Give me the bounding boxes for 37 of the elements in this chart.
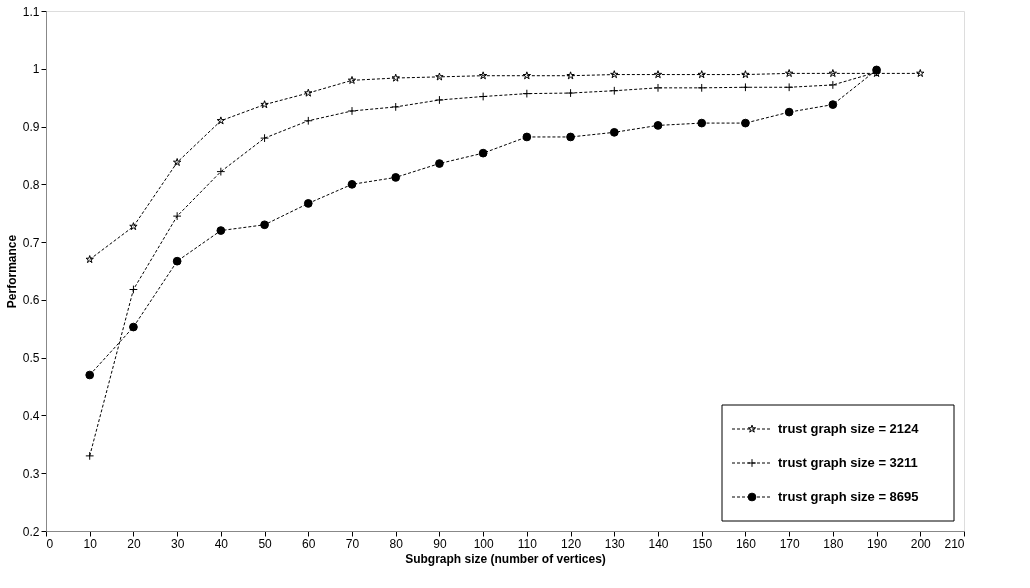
x-tick-label: 40 [214,536,229,551]
x-tick-label: 110 [517,536,538,551]
y-tick-label: 0.3 [22,466,40,481]
x-tick-label: 80 [389,536,404,551]
legend-label: trust graph size = 3211 [778,455,918,470]
y-tick-label: 0.6 [22,293,40,308]
x-tick-label: 100 [473,536,494,551]
x-tick-label: 90 [433,536,447,551]
x-tick-label: 70 [345,536,360,551]
x-tick-label: 210 [944,536,965,551]
x-tick-label: 190 [867,536,888,551]
y-tick-label: 1.1 [22,4,40,19]
legend-label: trust graph size = 8695 [778,489,919,504]
x-tick-label: 160 [735,536,757,551]
x-tick-label: 150 [692,536,713,551]
y-tick-label: 1 [32,62,40,77]
x-tick-label: 50 [258,536,273,551]
x-tick-label: 60 [302,536,316,551]
x-tick-label: 120 [561,536,582,551]
x-tick-label: 30 [170,536,185,551]
y-tick-label: 0.2 [22,524,40,539]
x-tick-label: 10 [83,536,98,551]
y-tick-label: 0.8 [22,177,40,192]
y-tick-label: 0.4 [22,408,40,423]
y-tick-label: 0.7 [22,235,40,250]
y-tick-label: 0.5 [22,351,40,366]
y-tick-label: 0.9 [22,120,40,135]
x-tick-label: 180 [823,536,844,551]
x-axis-title: Subgraph size (number of vertices) [405,551,606,566]
legend-label: trust graph size = 2124 [778,421,920,436]
x-tick-label: 20 [127,536,141,551]
x-tick-label: 0 [46,536,54,551]
x-tick-label: 200 [910,536,932,551]
x-tick-label: 140 [648,536,669,551]
x-tick-label: 130 [604,536,626,551]
y-axis-title: Performance [4,234,19,309]
x-tick-label: 170 [779,536,800,551]
